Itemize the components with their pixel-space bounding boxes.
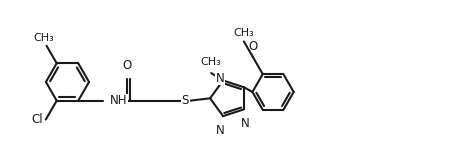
Text: N: N [216,124,225,137]
Text: Cl: Cl [31,113,42,126]
Text: O: O [122,59,132,72]
Text: O: O [248,40,257,53]
Text: S: S [181,94,188,107]
Text: NH: NH [110,94,127,107]
Text: N: N [240,117,249,130]
Text: CH₃: CH₃ [200,57,221,67]
Text: CH₃: CH₃ [34,33,54,43]
Text: CH₃: CH₃ [233,28,254,38]
Text: N: N [215,72,224,85]
